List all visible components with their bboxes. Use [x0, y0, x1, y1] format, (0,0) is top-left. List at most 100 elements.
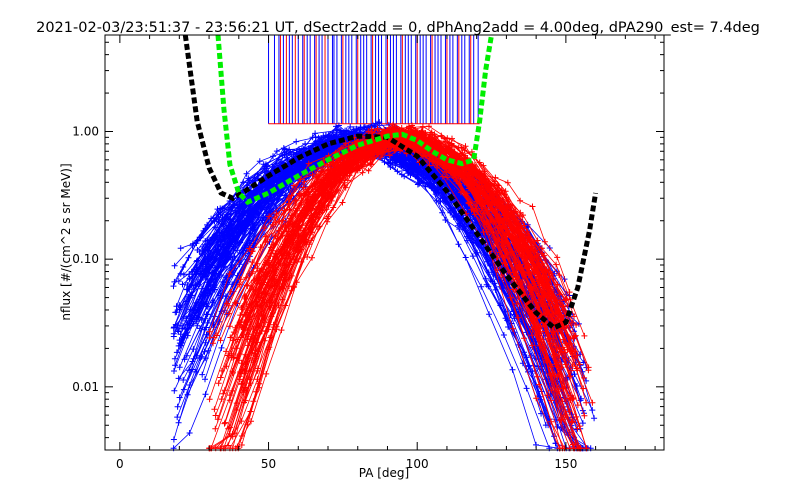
blue-point [190, 346, 197, 353]
red-point [212, 425, 219, 432]
blue-point [442, 217, 449, 223]
blue-point [263, 206, 270, 213]
blue-point [211, 286, 218, 293]
blue-point [405, 169, 412, 176]
red-point [269, 267, 276, 274]
red-point [262, 328, 269, 335]
red-point [540, 269, 547, 276]
red-point [491, 243, 498, 249]
blue-point [212, 234, 219, 241]
red-point [541, 238, 548, 245]
blue-point [283, 148, 290, 155]
blue-point [262, 197, 269, 204]
red-point [580, 385, 587, 392]
red-point [378, 130, 385, 137]
blue-point [500, 332, 507, 338]
blue-point [203, 311, 210, 318]
red-point [236, 281, 243, 288]
red-point [457, 189, 464, 196]
blue-point [198, 353, 205, 360]
red-point [556, 310, 562, 317]
blue-point [300, 146, 307, 153]
red-point [230, 354, 237, 361]
blue-point [179, 281, 186, 288]
blue-point [271, 178, 278, 185]
red-point [482, 175, 489, 182]
red-point [218, 396, 225, 403]
blue-point [204, 303, 211, 310]
blue-point [333, 127, 340, 134]
red-point [446, 145, 453, 152]
red-point [550, 311, 557, 317]
blue-point [343, 127, 350, 134]
blue-point [263, 167, 270, 174]
red-point [340, 155, 347, 162]
blue-point [233, 210, 240, 216]
blue-point [204, 319, 211, 326]
red-point [206, 396, 213, 403]
red-point [520, 245, 526, 252]
blue-point [219, 261, 226, 268]
red-point [225, 352, 231, 359]
blue-point [294, 160, 301, 167]
red-point [301, 178, 308, 185]
blue-point [525, 362, 532, 369]
blue-point [207, 264, 214, 270]
blue-point [248, 189, 255, 196]
red-point [386, 152, 393, 159]
red-point [262, 233, 269, 240]
blue-point [289, 170, 296, 176]
blue-point [469, 253, 476, 260]
blue-point [392, 162, 399, 169]
red-point [562, 297, 569, 304]
red-point [237, 369, 244, 375]
blue-point [171, 387, 178, 394]
red-point [238, 433, 245, 439]
red-point [226, 271, 233, 277]
red-point [427, 140, 434, 147]
red-point [422, 152, 429, 159]
red-point [480, 229, 487, 236]
blue-point [335, 122, 342, 129]
red-point [533, 395, 540, 402]
blue-point [216, 272, 223, 278]
red-point [524, 235, 531, 242]
blue-point [276, 156, 282, 163]
red-point [254, 365, 261, 372]
red-point [548, 418, 555, 425]
red-point [411, 129, 418, 136]
red-point [210, 340, 216, 347]
red-point [253, 303, 260, 310]
red-point [548, 397, 555, 404]
blue-point [173, 303, 180, 310]
red-point [559, 385, 566, 392]
green-fit-curve [215, 34, 494, 206]
blue-point [202, 261, 209, 268]
blue-point [177, 245, 184, 252]
red-point [266, 297, 273, 304]
red-point [329, 192, 336, 199]
red-point [477, 170, 484, 177]
blue-point [202, 339, 209, 346]
x-tick-label: 150 [554, 457, 577, 471]
red-point [537, 300, 544, 307]
blue-point [405, 163, 412, 170]
blue-point [271, 197, 277, 204]
red-point [501, 217, 507, 224]
red-point [480, 162, 487, 169]
red-point [567, 296, 574, 303]
red-point [571, 313, 577, 320]
red-point [481, 178, 488, 185]
red-point [248, 418, 254, 425]
red-point [392, 147, 399, 154]
blue-point [337, 129, 344, 136]
blue-point [478, 283, 485, 290]
red-point [568, 419, 575, 426]
red-point [504, 179, 511, 186]
red-point [267, 334, 274, 341]
red-point [296, 192, 303, 199]
red-point [227, 288, 234, 295]
blue-point [171, 262, 178, 269]
blue-point [176, 364, 183, 371]
red-point [471, 177, 478, 184]
